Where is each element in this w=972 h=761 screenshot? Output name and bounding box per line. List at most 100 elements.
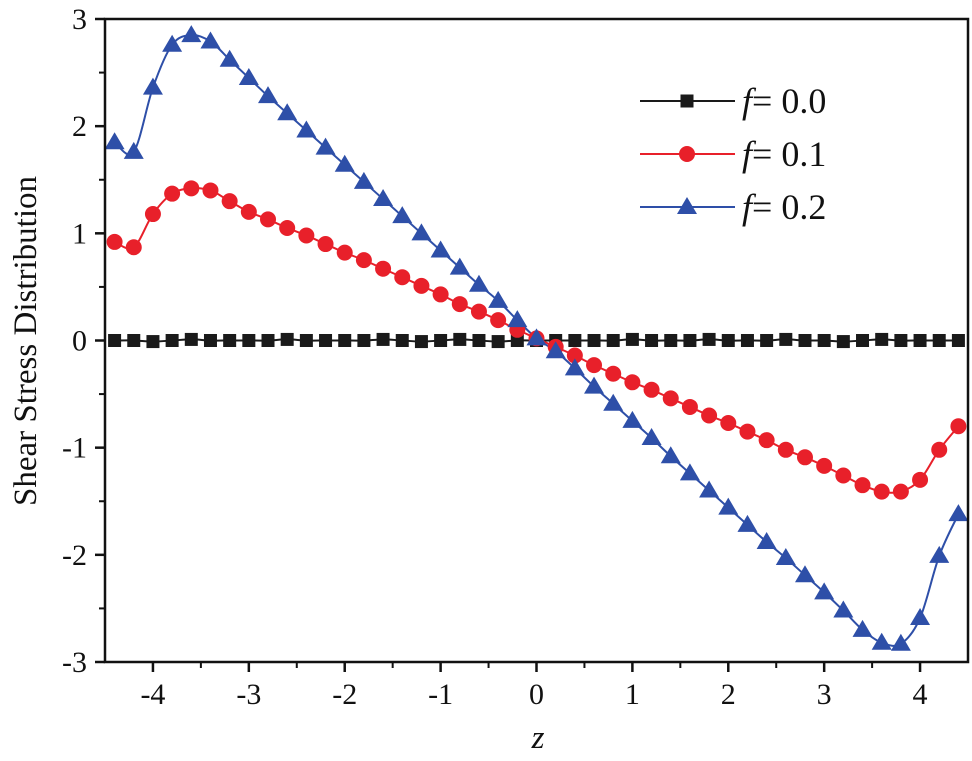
data-point-marker	[587, 334, 601, 347]
data-point-marker	[127, 334, 141, 347]
data-point-marker	[373, 189, 394, 207]
x-tick-label: 2	[721, 678, 736, 711]
data-point-marker	[679, 463, 700, 481]
data-point-marker	[298, 227, 315, 244]
data-point-marker	[488, 290, 509, 308]
y-tick-label: -1	[62, 432, 87, 465]
data-point-marker	[775, 548, 796, 566]
data-point-marker	[584, 376, 605, 394]
data-point-marker	[491, 335, 505, 349]
y-tick-label: 2	[72, 110, 87, 143]
data-point-marker	[622, 410, 643, 428]
data-point-marker	[451, 296, 468, 313]
data-point-marker	[238, 67, 259, 85]
legend-marker-icon	[679, 146, 695, 162]
data-point-marker	[890, 633, 911, 651]
data-point-marker	[702, 332, 716, 346]
data-point-marker	[413, 277, 430, 294]
legend-marker-icon	[680, 94, 694, 108]
data-point-marker	[740, 334, 754, 347]
data-point-marker	[603, 393, 624, 411]
data-point-marker	[564, 358, 585, 376]
data-point-marker	[142, 77, 163, 95]
data-point-marker	[165, 334, 179, 347]
data-point-marker	[875, 332, 889, 346]
data-point-marker	[756, 531, 777, 549]
data-point-marker	[950, 418, 967, 435]
data-point-marker	[144, 206, 161, 223]
data-point-marker	[317, 236, 334, 253]
x-tick-label: -1	[428, 678, 453, 711]
data-point-marker	[737, 514, 758, 532]
data-point-marker	[432, 286, 449, 303]
data-point-marker	[472, 334, 486, 347]
legend-entry-label: f= 0.1	[742, 134, 826, 174]
data-point-marker	[664, 334, 678, 347]
data-point-marker	[586, 357, 603, 374]
data-point-marker	[162, 34, 183, 52]
data-point-marker	[375, 260, 392, 277]
data-point-marker	[892, 483, 909, 500]
data-point-marker	[434, 334, 448, 347]
data-point-marker	[338, 334, 352, 347]
data-point-marker	[931, 441, 948, 458]
data-point-marker	[699, 480, 720, 498]
axes-group: -4 -3 -2 -1 0 1 2 3 4 -3 -2 -1 0 1 2 3	[62, 3, 970, 711]
data-point-marker	[624, 374, 641, 391]
data-point-marker	[510, 334, 524, 347]
data-point-marker	[279, 219, 296, 236]
data-point-marker	[681, 398, 698, 415]
x-tick-label: 3	[817, 678, 832, 711]
data-point-marker	[913, 334, 927, 347]
data-point-marker	[357, 334, 371, 347]
data-point-marker	[833, 600, 854, 618]
data-point-marker	[430, 240, 451, 258]
y-tick-label: -2	[62, 539, 87, 572]
y-axis-label: Shear Stress Distribution	[8, 176, 44, 506]
data-point-marker	[202, 182, 219, 199]
data-point-marker	[296, 120, 317, 138]
legend-entry-label: f= 0.0	[742, 81, 826, 121]
data-point-marker	[221, 193, 238, 210]
data-point-marker	[662, 390, 679, 407]
data-point-marker	[123, 141, 144, 159]
x-tick-label: 0	[529, 678, 544, 711]
data-point-marker	[817, 334, 831, 347]
data-point-marker	[894, 334, 908, 347]
data-point-marker	[468, 274, 489, 292]
y-tick-label: -3	[62, 646, 87, 679]
data-point-marker	[779, 332, 793, 346]
y-tick-label: 3	[72, 3, 87, 36]
x-tick-label: 4	[913, 678, 928, 711]
data-point-marker	[854, 477, 871, 494]
data-point-marker	[183, 180, 200, 197]
plot-markers-group	[104, 25, 969, 651]
data-point-marker	[299, 334, 313, 347]
data-point-marker	[355, 252, 372, 269]
data-point-marker	[240, 203, 257, 220]
data-point-marker	[146, 335, 160, 349]
data-point-marker	[871, 632, 892, 650]
data-point-marker	[414, 335, 428, 349]
data-point-marker	[490, 312, 507, 329]
data-point-marker	[910, 608, 931, 626]
data-point-marker	[280, 332, 294, 346]
data-point-marker	[526, 328, 547, 346]
data-point-marker	[835, 467, 852, 484]
data-point-marker	[566, 347, 583, 364]
data-point-marker	[453, 332, 467, 346]
data-point-marker	[912, 471, 929, 488]
data-point-marker	[816, 457, 833, 474]
data-point-marker	[125, 239, 142, 256]
x-tick-label: 1	[625, 678, 640, 711]
data-point-marker	[948, 504, 969, 522]
data-point-marker	[258, 86, 279, 104]
legend-entry-label: f= 0.2	[742, 187, 826, 227]
data-point-marker	[720, 415, 737, 432]
data-point-marker	[260, 211, 277, 228]
data-point-marker	[394, 269, 411, 286]
data-point-marker	[777, 441, 794, 458]
data-point-marker	[200, 31, 221, 49]
data-point-marker	[545, 341, 566, 359]
